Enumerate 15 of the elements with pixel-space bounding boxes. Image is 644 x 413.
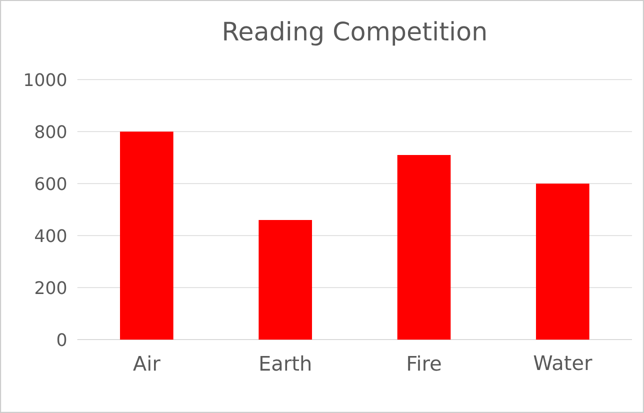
y-tick-label: 800 (35, 125, 66, 138)
y-tick-label: 600 (35, 177, 66, 190)
y-tick-label: 1000 (25, 73, 66, 86)
bar (258, 220, 312, 340)
chart-title: Reading Competition (224, 21, 486, 46)
bar (397, 155, 451, 340)
x-tick-label: Earth (260, 355, 310, 371)
y-tick-label: 200 (35, 281, 66, 294)
y-tick-label: 400 (35, 229, 66, 242)
bar (120, 132, 174, 340)
y-tick-label: 0 (57, 333, 66, 346)
x-tick-label: Fire (408, 355, 441, 371)
x-tick-label: Water (534, 355, 592, 370)
x-tick-label: Air (133, 355, 160, 371)
bar (536, 184, 590, 340)
